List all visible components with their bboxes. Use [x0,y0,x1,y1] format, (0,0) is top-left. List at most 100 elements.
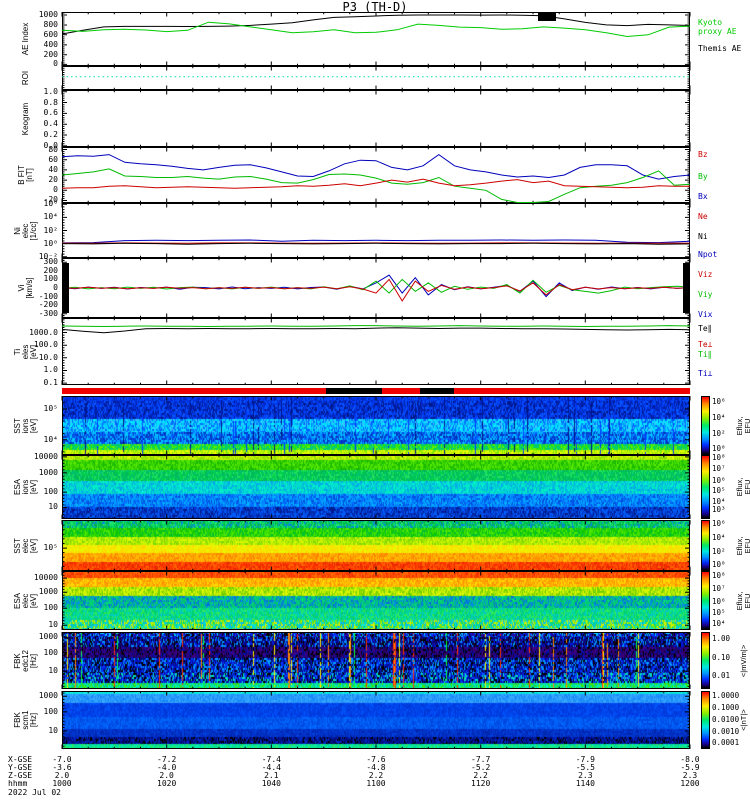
series-by [61,168,691,203]
date-label: 2022 Jul 02 [8,788,61,797]
ytick-vi-1: 200 [43,265,58,275]
colorbar-tick-esa_elec-1: 10⁷ [712,583,726,593]
legend-label-ti-: Ti⊥ [698,369,713,378]
ytick-esa_ions-1: 1000 [38,467,58,477]
ytick-ni-2: 10² [43,225,58,235]
ephemeris-value-y-gse-3: -4.8 [366,763,386,772]
legend-label-vix: Vix [698,310,713,319]
ytick-vi-0: 300 [43,257,58,267]
colorbar-tick-esa_elec-4: 10⁴ [712,619,726,629]
ephemeris-value-z-gse-1: 2.0 [159,771,174,780]
ytick-esa_elec-2: 100 [43,603,58,613]
colorbar-tick-fbk_edc12-2: 0.01 [712,671,731,681]
ytick-sst_elec-0: 10⁵ [43,543,58,553]
legend-label-npot: Npot [698,250,718,259]
colorbar-tick-sst_ions-0: 10⁶ [712,396,726,406]
legend-label-viz: Viz [698,270,713,279]
ytick-fbk_edc12-0: 1000 [38,632,58,642]
colorbar-unit-esa_ions: Eflux, EFU [735,477,750,497]
ytick-fbk_scm1-1: 100 [43,706,58,716]
ephemeris-value-y-gse-1: -4.0 [157,763,177,772]
ytick-vi-6: -300 [38,308,58,318]
panel-frame-sst_elec [61,520,691,571]
colorbar-tick-sst_elec-2: 10² [712,546,726,556]
legend-label-viy: Viy [698,290,713,299]
ephemeris-row-label-z-gse: Z-GSE [8,771,33,780]
panel-frame-ni [61,203,691,258]
colorbar-sst_ions [701,396,710,455]
ephemeris-value-z-gse-0: 2.0 [54,771,70,780]
ephemeris-value-y-gse-2: -4.4 [261,763,281,772]
ytick-bfit-5: -20 [43,195,58,205]
legend-label-bx: Bx [698,192,708,201]
ephemeris-value-hhmm-4: 1120 [471,779,491,788]
spectrogram-fbk_edc12 [62,632,690,689]
ephemeris-value-hhmm-6: 1200 [680,779,700,788]
ytick-bfit-2: 40 [48,164,58,174]
ytick-ae-2: 600 [43,29,58,39]
colorbar-esa_ions [701,455,710,519]
ytick-ni-1: 10⁴ [43,212,58,222]
ytick-esa_elec-3: 10 [48,620,58,630]
colorbar-tick-sst_ions-1: 10⁴ [712,413,726,423]
spectrogram-sst_ions [62,396,690,455]
colorbar-tick-esa_ions-1: 10⁷ [712,464,726,474]
ytick-ni-4: 10⁻² [38,251,58,261]
spectrogram-esa_elec [62,571,690,630]
ytick-ae-1: 800 [43,19,58,29]
ephemeris-value-y-gse-5: -5.5 [575,763,595,772]
colorbar-tick-fbk_scm1-0: 1.0000 [712,690,740,700]
legend-label-kyoto-proxy-ae: Kyoto proxy AE [698,18,737,36]
spectrogram-esa_ions [62,455,690,519]
ytick-ti-4: 0.1 [43,378,58,388]
legend-label-bz: Bz [698,150,708,159]
data-mark-2 [683,262,691,313]
ytick-esa_ions-3: 10 [48,502,58,512]
colorbar-tick-sst_elec-3: 10⁰ [712,559,726,569]
ytick-keogram-5: 0.0 [43,140,58,150]
panel-frame-esa_ions [61,455,691,519]
series-npot [61,239,691,244]
colorbar-tick-sst_elec-1: 10⁴ [712,532,726,542]
legend-label-te-: Te∥ [698,324,712,333]
colorbar-unit-esa_elec: Eflux, EFU [735,591,750,610]
ephemeris-value-z-gse-3: 2.2 [368,771,384,780]
ytick-fbk_scm1-0: 1000 [38,691,58,701]
colorbar-tick-esa_ions-3: 10⁵ [712,486,726,496]
ytick-ti-3: 1.0 [43,365,58,375]
ytick-bfit-3: 20 [48,175,58,185]
ytick-ni-0: 10⁶ [43,199,58,209]
colorbar-tick-esa_ions-0: 10⁸ [712,453,726,463]
ytick-fbk_edc12-1: 100 [43,647,58,657]
panel-frame-fbk_edc12 [61,632,691,689]
ytick-vi-2: 100 [43,274,58,284]
ephemeris-row-label-y-gse: Y-GSE [8,763,33,772]
legend-label-ne: Ne [698,212,708,221]
ytick-esa_elec-1: 1000 [38,587,58,597]
ephemeris-value-y-gse-6: -5.9 [680,763,700,772]
colorbar-tick-fbk_scm1-1: 0.1000 [712,703,740,713]
legend-label-ti-: Ti∥ [698,350,712,359]
panel-frame-bfit [61,147,691,203]
ephemeris-row-label-x-gse: X-GSE [8,755,33,764]
colorbar-tick-sst_ions-2: 10² [712,429,726,439]
colorbar-fbk_scm1 [701,691,710,749]
legend-label-ni: Ni [698,232,708,241]
colorbar-unit-sst_elec: Eflux, EFU [735,536,750,555]
ytick-ti-0: 1000.0 [29,327,58,337]
colorbar-unit-sst_ions: Eflux, EFU [735,416,750,435]
data-mark-0 [538,12,557,21]
ytick-vi-5: -200 [38,300,58,310]
colorbar-tick-esa_ions-5: 10³ [712,505,726,515]
ytick-ae-4: 200 [43,49,58,59]
panel-frame-roi [61,66,691,91]
ephemeris-value-x-gse-6: -8.0 [680,755,700,764]
ephemeris-value-hhmm-1: 1020 [157,779,177,788]
panel-frame-sst_ions [61,396,691,455]
ephemeris-value-y-gse-4: -5.2 [471,763,491,772]
colorbar-unit-fbk_edc12: <|mV/m|> [739,644,748,677]
spectrogram-fbk_scm1 [62,691,690,749]
ytick-ti-2: 10.0 [38,352,58,362]
